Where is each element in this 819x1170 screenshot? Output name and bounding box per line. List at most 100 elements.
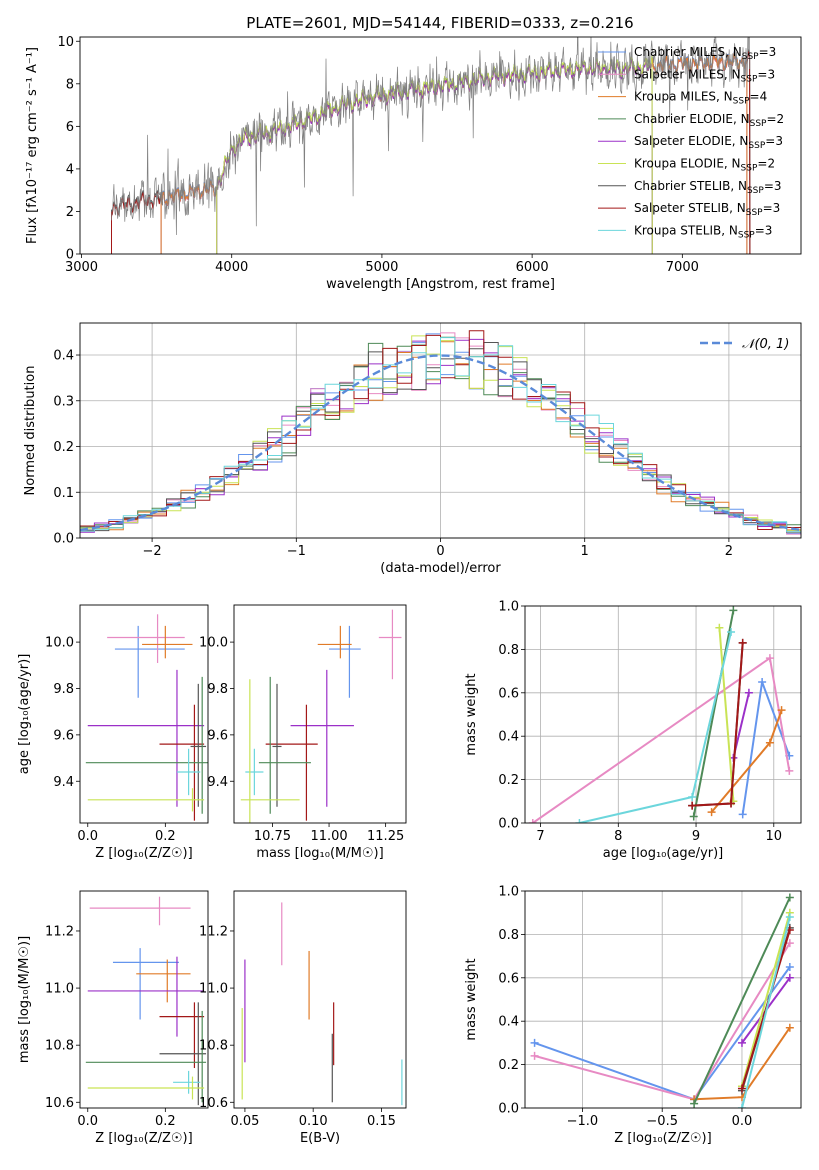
x-tick-label: −2 xyxy=(143,544,162,559)
x-axis-label: E(B-V) xyxy=(300,1131,340,1146)
axes-frame xyxy=(79,890,209,1109)
histogram-step-line xyxy=(80,337,801,533)
plus-marker xyxy=(758,677,767,686)
plus-marker xyxy=(785,1023,794,1032)
y-tick-label: 10.6 xyxy=(199,1096,228,1111)
y-tick-label: 2 xyxy=(66,205,74,220)
plus-marker xyxy=(785,962,794,971)
legend-subscript: SSP xyxy=(741,74,758,84)
y-tick-label: 10.8 xyxy=(45,1039,74,1054)
plus-marker xyxy=(530,1051,539,1060)
legend-entry: Chabrier MILES, NSSP=3 xyxy=(634,45,776,62)
plus-marker xyxy=(737,1084,746,1093)
plus-marker xyxy=(737,1104,746,1108)
y-tick-label: 0.0 xyxy=(498,817,519,832)
x-tick-label: −1.0 xyxy=(567,1114,599,1129)
y-tick-label: 11.0 xyxy=(199,982,228,997)
plot-area xyxy=(111,37,751,254)
y-tick-label: 0 xyxy=(66,248,74,263)
y-tick-label: 0.4 xyxy=(53,349,74,364)
legend-text: Salpeter MILES, N xyxy=(634,67,741,81)
x-tick-label: 0.15 xyxy=(367,1114,396,1129)
x-tick-label: 5000 xyxy=(365,260,398,275)
plus-marker xyxy=(785,973,794,982)
legend-text: Salpeter ELODIE, N xyxy=(634,134,748,148)
legend-entry: Salpeter ELODIE, NSSP=3 xyxy=(634,134,783,151)
x-tick-label: 0.05 xyxy=(230,1114,259,1129)
y-tick-label: 0.3 xyxy=(53,394,74,409)
y-axis-label: Flux [fλ10⁻¹⁷ erg cm⁻² s⁻¹ A⁻¹] xyxy=(25,47,40,244)
plot-area xyxy=(528,606,794,823)
plot-area xyxy=(85,614,208,821)
legend-subscript: SSP xyxy=(738,230,755,240)
plus-marker xyxy=(715,623,724,632)
plus-marker xyxy=(727,799,736,808)
panel-spectrum: 3000 4000 5000 6000 7000 0 2 4 6 8 10 wavelength [A… xyxy=(25,35,802,292)
x-axis-label: Z [log₁₀(Z/Z☉)] xyxy=(95,846,192,861)
axes-frame xyxy=(79,36,802,255)
y-tick-label: 0.4 xyxy=(498,1015,519,1030)
legend-text: Kroupa STELIB, N xyxy=(634,223,738,237)
axes-frame xyxy=(524,605,802,824)
y-tick-label: 9.8 xyxy=(207,682,228,697)
x-axis-label: wavelength [Angstrom, rest frame] xyxy=(326,277,555,292)
y-axis-label: mass weight xyxy=(464,958,479,1040)
legend-text: Kroupa MILES, N xyxy=(634,90,733,104)
y-tick-label: 0.2 xyxy=(498,773,519,788)
x-tick-label: 0.2 xyxy=(155,1114,176,1129)
y-tick-label: 0.4 xyxy=(498,730,519,745)
figure-title: PLATE=2601, MJD=54144, FIBERID=0333, z=0… xyxy=(246,14,633,32)
legend-suffix: =4 xyxy=(750,90,768,104)
x-tick-label: 0.0 xyxy=(77,829,98,844)
legend-entry: Kroupa ELODIE, NSSP=2 xyxy=(634,157,775,174)
y-tick-label: 0.2 xyxy=(53,440,74,455)
weight-series-line xyxy=(692,610,735,817)
panel-age_vs_mass: 10.75 11.00 11.25 9.4 9.6 9.8 10.0 mass [log₁₀(… xyxy=(199,604,407,861)
y-tick-label: 11.0 xyxy=(45,982,74,997)
legend-subscript: SSP xyxy=(746,208,763,218)
legend-suffix: =3 xyxy=(763,201,781,215)
panel-residuals: −2 −1 0 1 2 0.0 0.1 0.2 0.3 0.4 (data-model)/error… xyxy=(23,322,802,576)
legend-text: Chabrier ELODIE, N xyxy=(634,112,750,126)
axes-frame xyxy=(233,890,407,1109)
plus-marker xyxy=(765,738,774,747)
y-axis-label: Normed distribution xyxy=(23,366,38,496)
legend-subscript: SSP xyxy=(750,119,767,129)
y-tick-label: 0.0 xyxy=(498,1102,519,1117)
x-tick-label: 0.2 xyxy=(155,829,176,844)
weight-series-line xyxy=(741,912,791,1087)
legend-text: Chabrier STELIB, N xyxy=(634,179,747,193)
y-tick-label: 11.2 xyxy=(45,924,74,939)
y-tick-label: 6 xyxy=(66,120,74,135)
plus-marker xyxy=(707,808,716,817)
plot-area xyxy=(530,893,794,1108)
legend-suffix: =3 xyxy=(759,45,777,59)
legend-suffix: =3 xyxy=(764,179,782,193)
x-tick-label: 2 xyxy=(725,544,733,559)
legend-subscript: SSP xyxy=(741,164,758,174)
plus-marker xyxy=(729,606,738,615)
legend-subscript: SSP xyxy=(747,186,764,196)
y-tick-label: 1.0 xyxy=(498,885,519,900)
x-axis-label: Z [log₁₀(Z/Z☉)] xyxy=(614,1131,711,1146)
y-tick-label: 0.8 xyxy=(498,643,519,658)
plus-marker xyxy=(765,654,774,663)
legend-subscript: SSP xyxy=(748,141,765,151)
x-tick-label: 1 xyxy=(581,544,589,559)
x-tick-label: 10 xyxy=(766,829,783,844)
plus-marker xyxy=(785,913,794,922)
x-tick-label: −1 xyxy=(287,544,306,559)
y-tick-label: 4 xyxy=(66,162,74,177)
legend-suffix: =3 xyxy=(757,67,775,81)
axes-frame xyxy=(79,604,209,824)
weight-series-line xyxy=(710,709,783,813)
plus-marker xyxy=(785,893,794,902)
y-tick-label: 0.2 xyxy=(498,1058,519,1073)
x-tick-label: 8 xyxy=(614,829,622,844)
panel-age_vs_Z: 0.0 0.2 9.4 9.6 9.8 10.0 Z [log₁₀(Z/Z☉)] age [l… xyxy=(17,604,209,861)
x-tick-label: 9 xyxy=(692,829,700,844)
y-tick-label: 0.6 xyxy=(498,971,519,986)
x-tick-label: 3000 xyxy=(65,260,98,275)
